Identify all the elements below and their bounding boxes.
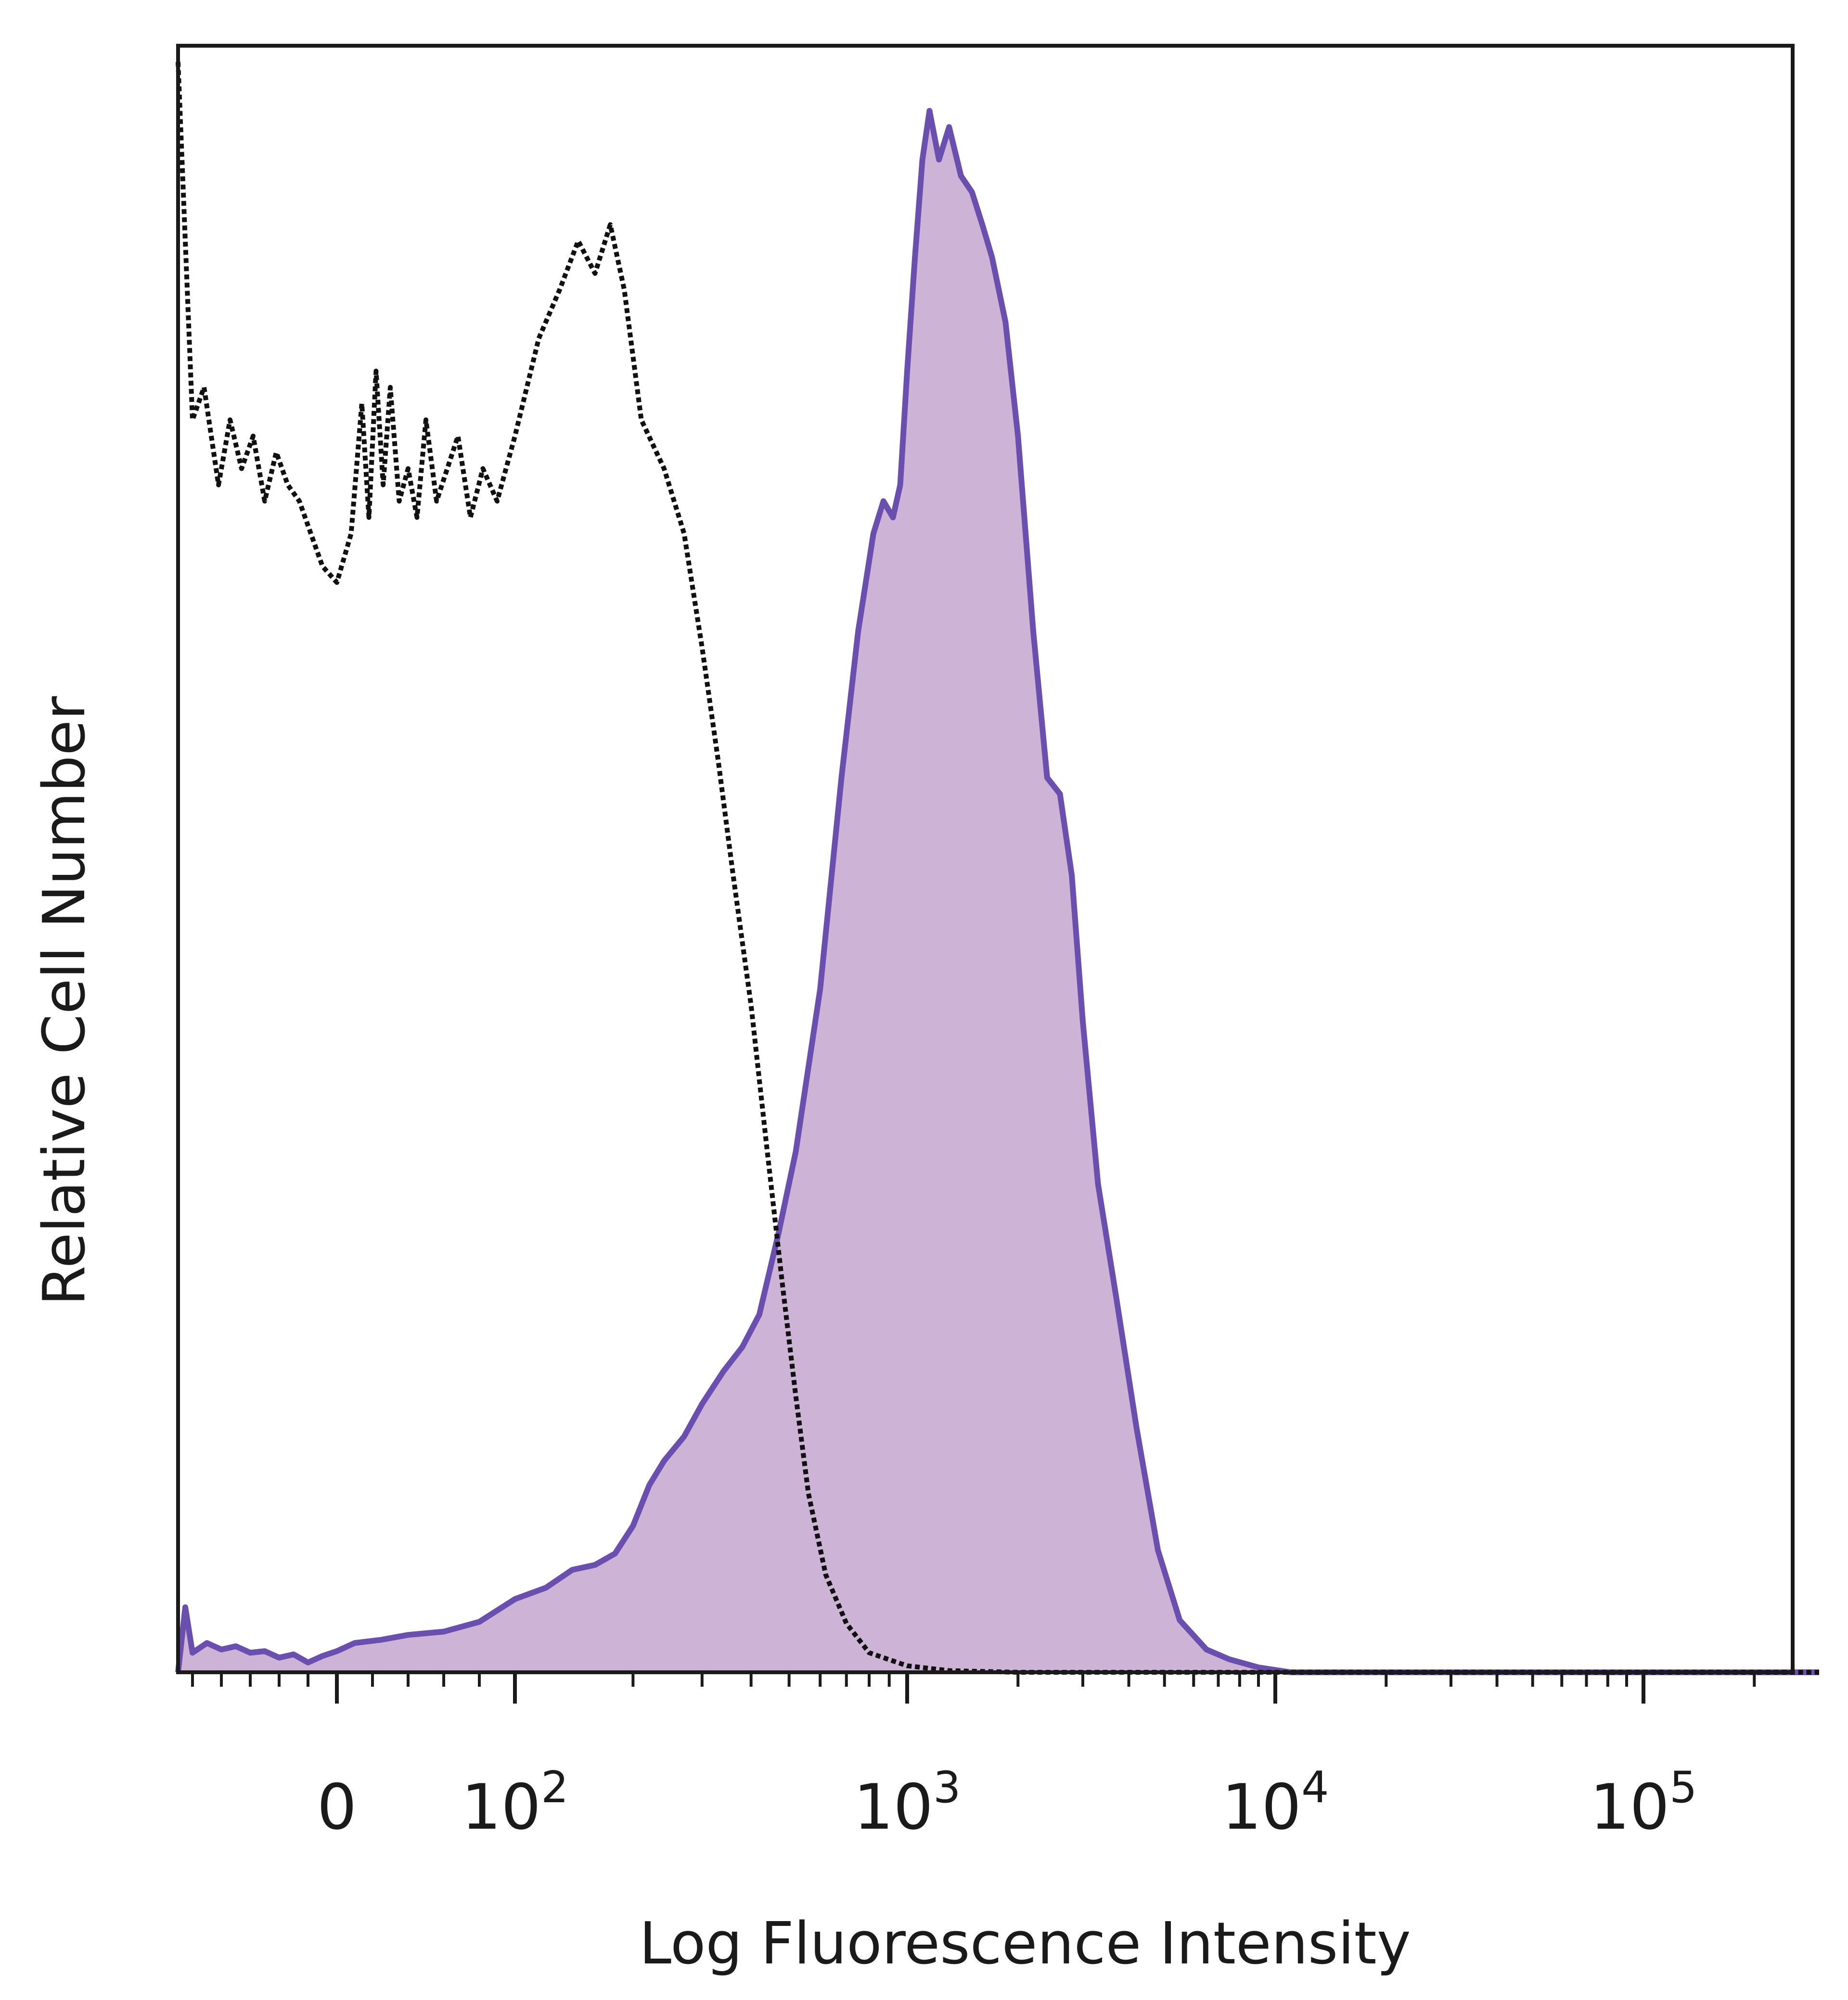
x-axis-title: Log Fluorescence Intensity bbox=[639, 1910, 1411, 1977]
plot-frame bbox=[176, 44, 1795, 1674]
x-tick-label: 0 bbox=[317, 1770, 357, 1844]
stained-histogram-line bbox=[175, 108, 1819, 1675]
x-tick-label: 105 bbox=[1590, 1762, 1697, 1844]
plot-area bbox=[175, 44, 1819, 1675]
stained-histogram-fill bbox=[178, 111, 1819, 1673]
y-axis-title: Relative Cell Number bbox=[31, 696, 98, 1306]
control-histogram-line bbox=[176, 62, 1819, 1675]
x-tick-label: 102 bbox=[462, 1762, 569, 1844]
x-tick-label: 103 bbox=[854, 1762, 961, 1844]
x-axis: 0 102 103 104 105 bbox=[191, 1672, 1756, 1844]
x-tick-label: 104 bbox=[1222, 1762, 1329, 1844]
